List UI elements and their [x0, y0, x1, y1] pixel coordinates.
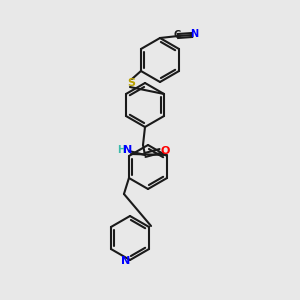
Text: N: N: [190, 29, 198, 39]
Text: O: O: [160, 146, 170, 156]
Text: N: N: [123, 145, 133, 155]
Text: N: N: [122, 256, 130, 266]
Text: C: C: [173, 30, 181, 40]
Text: S: S: [127, 78, 135, 88]
Text: H: H: [117, 145, 125, 155]
